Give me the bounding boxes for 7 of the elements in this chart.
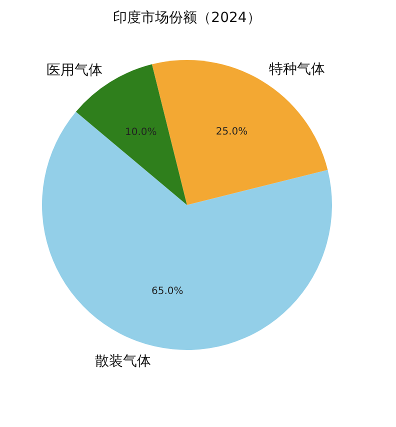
category-label: 医用气体 — [46, 62, 102, 79]
value-label: 25.0% — [216, 126, 248, 138]
value-label: 10.0% — [125, 127, 157, 138]
value-label: 65.0% — [152, 286, 184, 297]
category-label: 散装气体 — [95, 353, 152, 370]
category-label: 特种气体 — [269, 61, 326, 78]
title: 印度市场份额（2024） — [113, 10, 261, 26]
